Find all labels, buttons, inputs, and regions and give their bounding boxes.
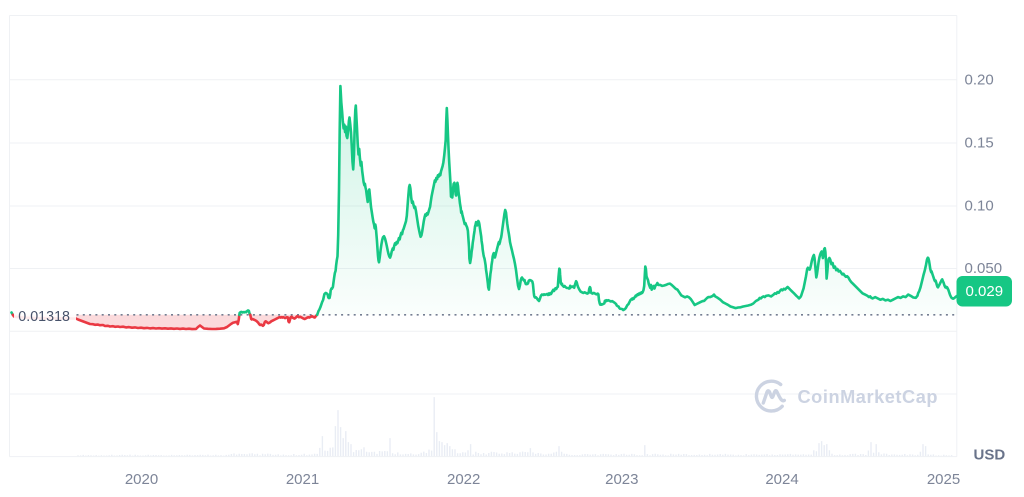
svg-text:2024: 2024 <box>765 471 798 488</box>
svg-text:CoinMarketCap: CoinMarketCap <box>798 387 939 407</box>
svg-text:2025: 2025 <box>927 471 960 488</box>
svg-text:USD: USD <box>974 446 1006 463</box>
svg-text:2022: 2022 <box>447 471 480 488</box>
svg-text:2023: 2023 <box>605 471 638 488</box>
svg-text:0.029: 0.029 <box>966 283 1004 300</box>
svg-text:0.10: 0.10 <box>965 198 994 215</box>
svg-text:0.20: 0.20 <box>965 71 994 88</box>
svg-text:2020: 2020 <box>125 471 158 488</box>
svg-text:0.050: 0.050 <box>965 260 1003 277</box>
svg-text:0.01318: 0.01318 <box>18 309 70 325</box>
svg-text:2021: 2021 <box>286 471 319 488</box>
svg-text:0.15: 0.15 <box>965 135 994 152</box>
